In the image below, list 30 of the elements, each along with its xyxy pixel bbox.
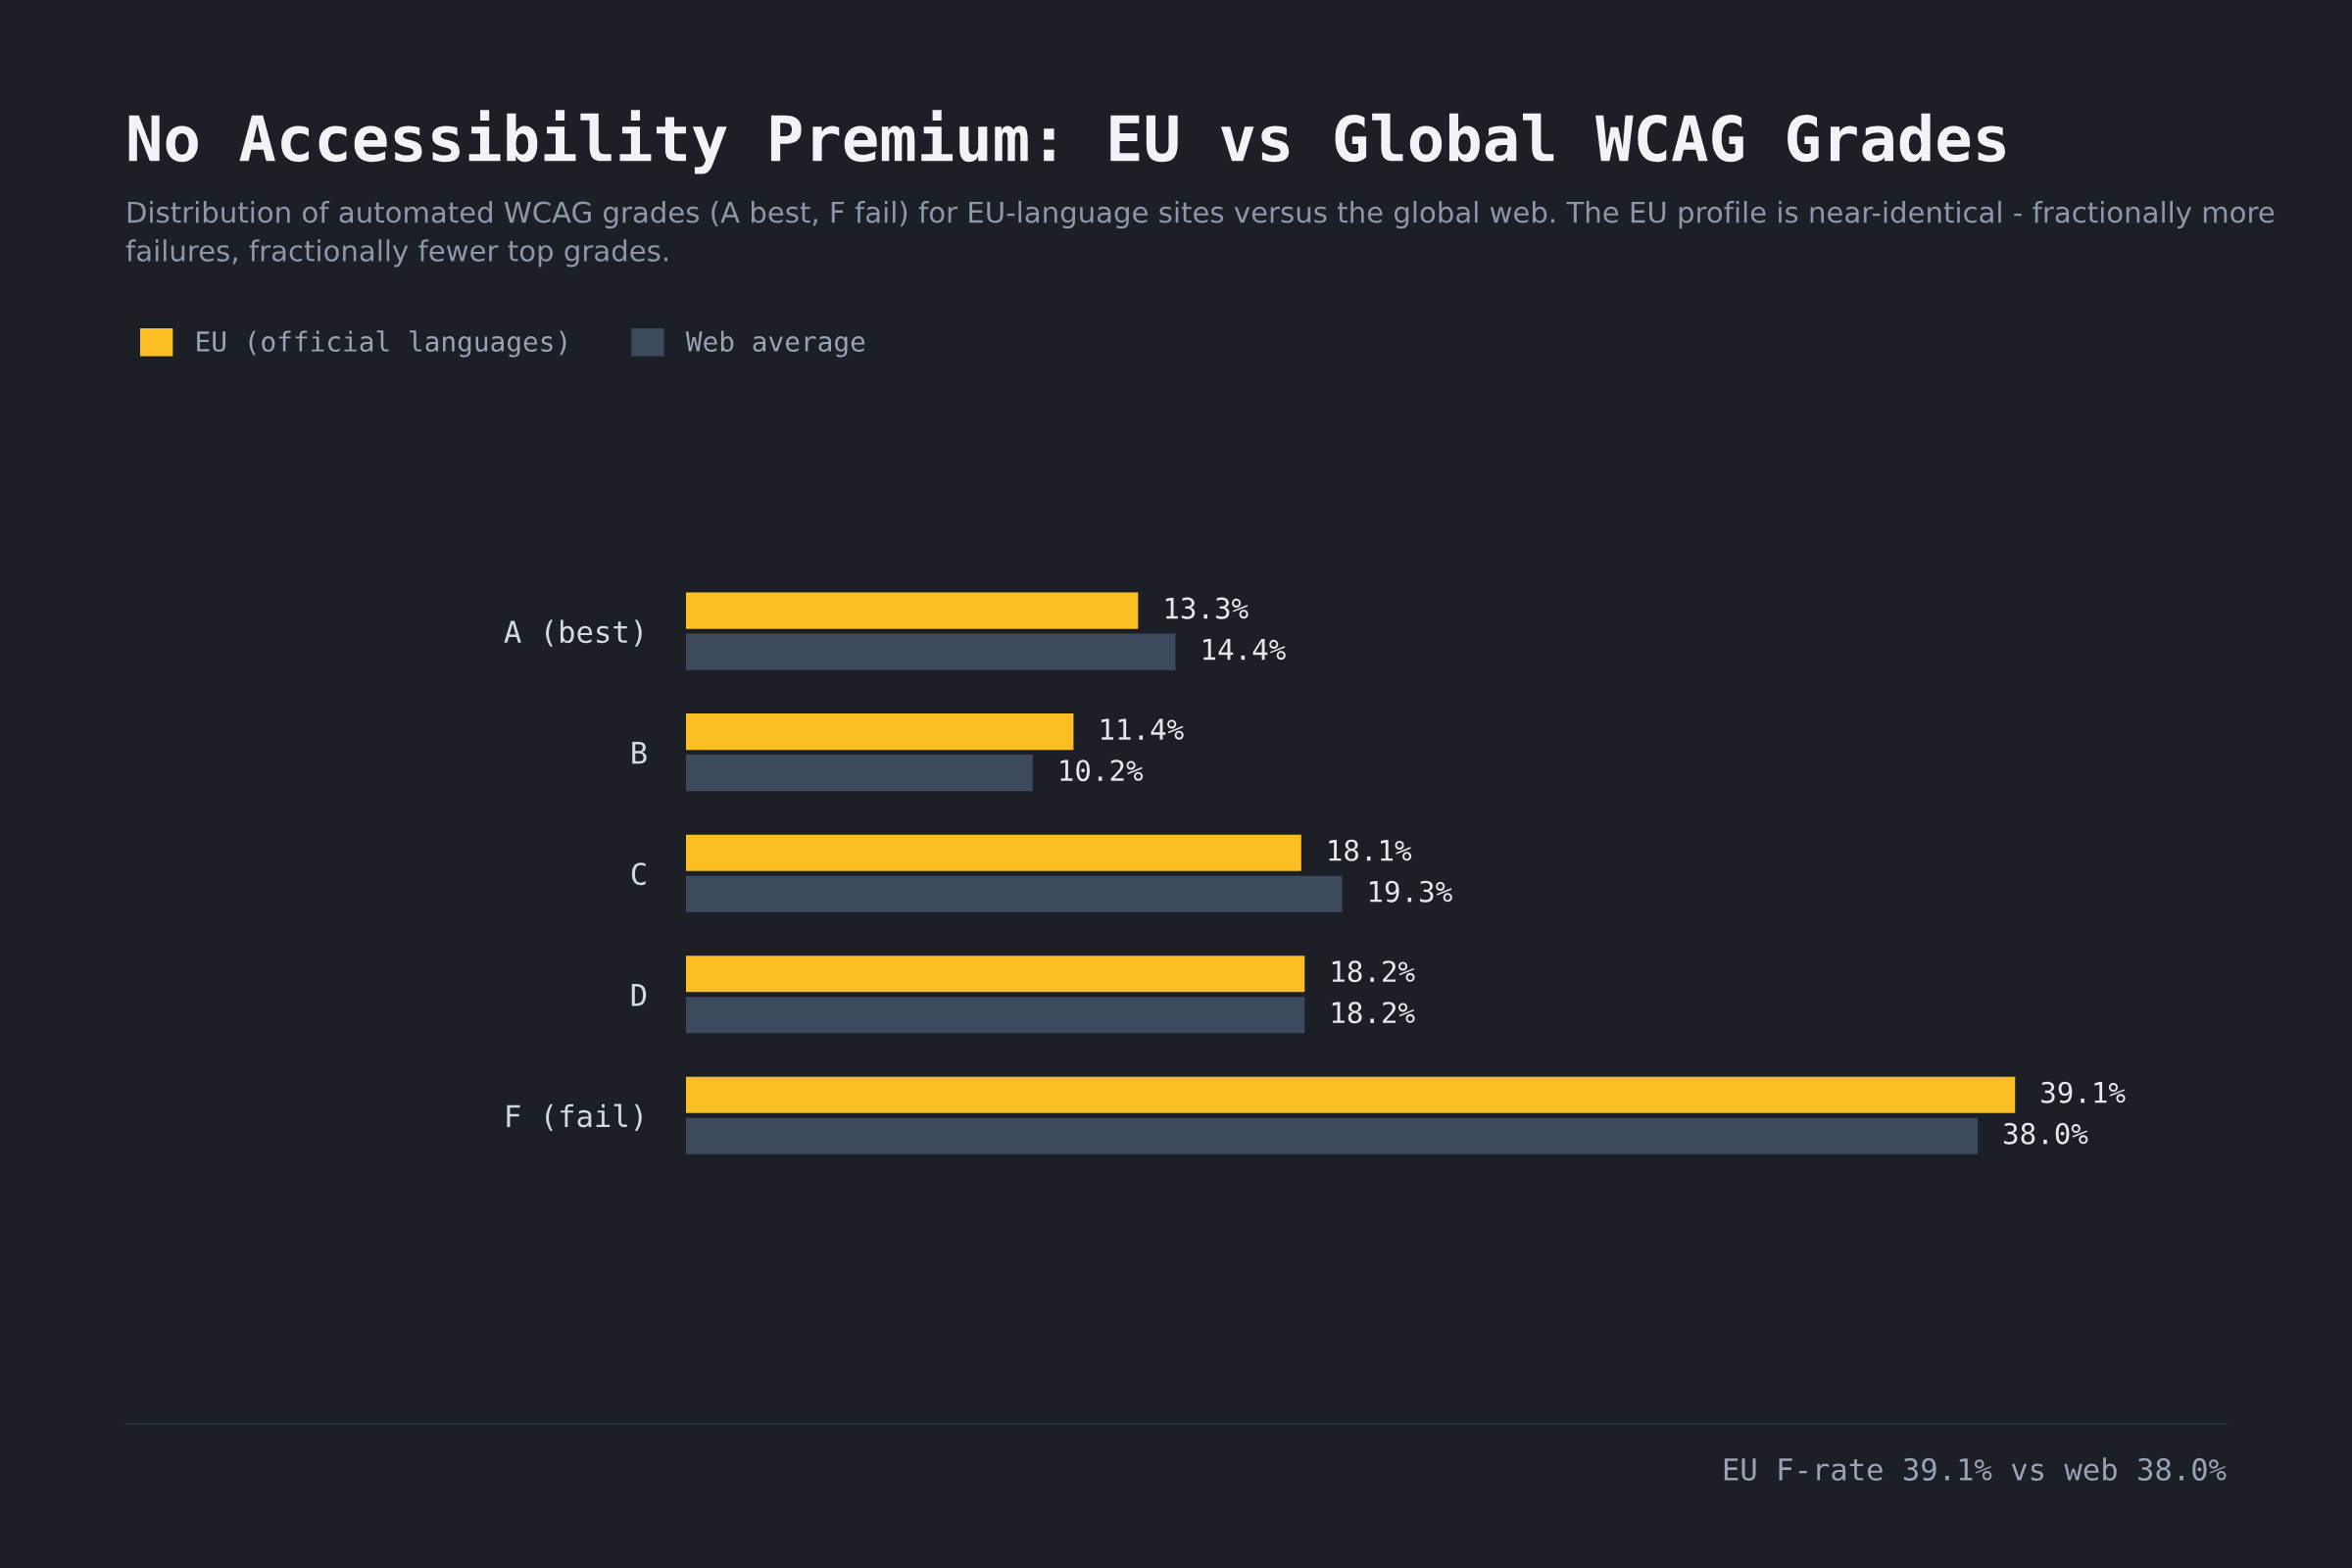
- bar: [686, 1117, 1979, 1154]
- bar: [686, 1076, 2016, 1113]
- y-tick-label: F (fail): [507, 1103, 642, 1131]
- chart-subtitle: Distribution of automated WCAG grades (A best, F fail) for EU-language sites versus the global web. The EU profile is near-identical - fractionally more failures, fractionally fewer top grades.: [125, 201, 2275, 268]
- data-label: 14.4%: [1202, 638, 1286, 661]
- y-tick-label: A (best): [504, 619, 642, 647]
- bar: [686, 956, 1305, 993]
- y-tick-label: C: [631, 862, 646, 886]
- legend-label: EU (official languages): [197, 330, 566, 358]
- data-label: 39.1%: [2041, 1081, 2126, 1103]
- data-label: 18.2%: [1332, 1002, 1415, 1024]
- bar: [686, 834, 1301, 871]
- text: EU F-rate 39.1% vs web 38.0%: [1724, 1457, 2227, 1481]
- bar: [686, 633, 1176, 670]
- legend-label: Web average: [685, 330, 865, 358]
- bar: [686, 713, 1074, 751]
- bar: [686, 592, 1139, 629]
- chart-title: No Accessibility Premium: EU vs Global WCAG Grades: [128, 110, 2006, 174]
- data-label: 18.1%: [1329, 839, 1412, 861]
- bar: [686, 755, 1033, 792]
- data-label: 19.3%: [1369, 880, 1452, 903]
- data-label: 10.2%: [1060, 760, 1144, 782]
- data-label: 38.0%: [2004, 1122, 2088, 1145]
- bar: [686, 997, 1305, 1034]
- data-label: 13.3%: [1165, 597, 1249, 619]
- data-label: 18.2%: [1332, 960, 1415, 983]
- data-label: 11.4%: [1101, 718, 1184, 740]
- y-tick-label: D: [631, 984, 647, 1006]
- bar: [686, 875, 1343, 912]
- y-tick-label: B: [632, 742, 647, 764]
